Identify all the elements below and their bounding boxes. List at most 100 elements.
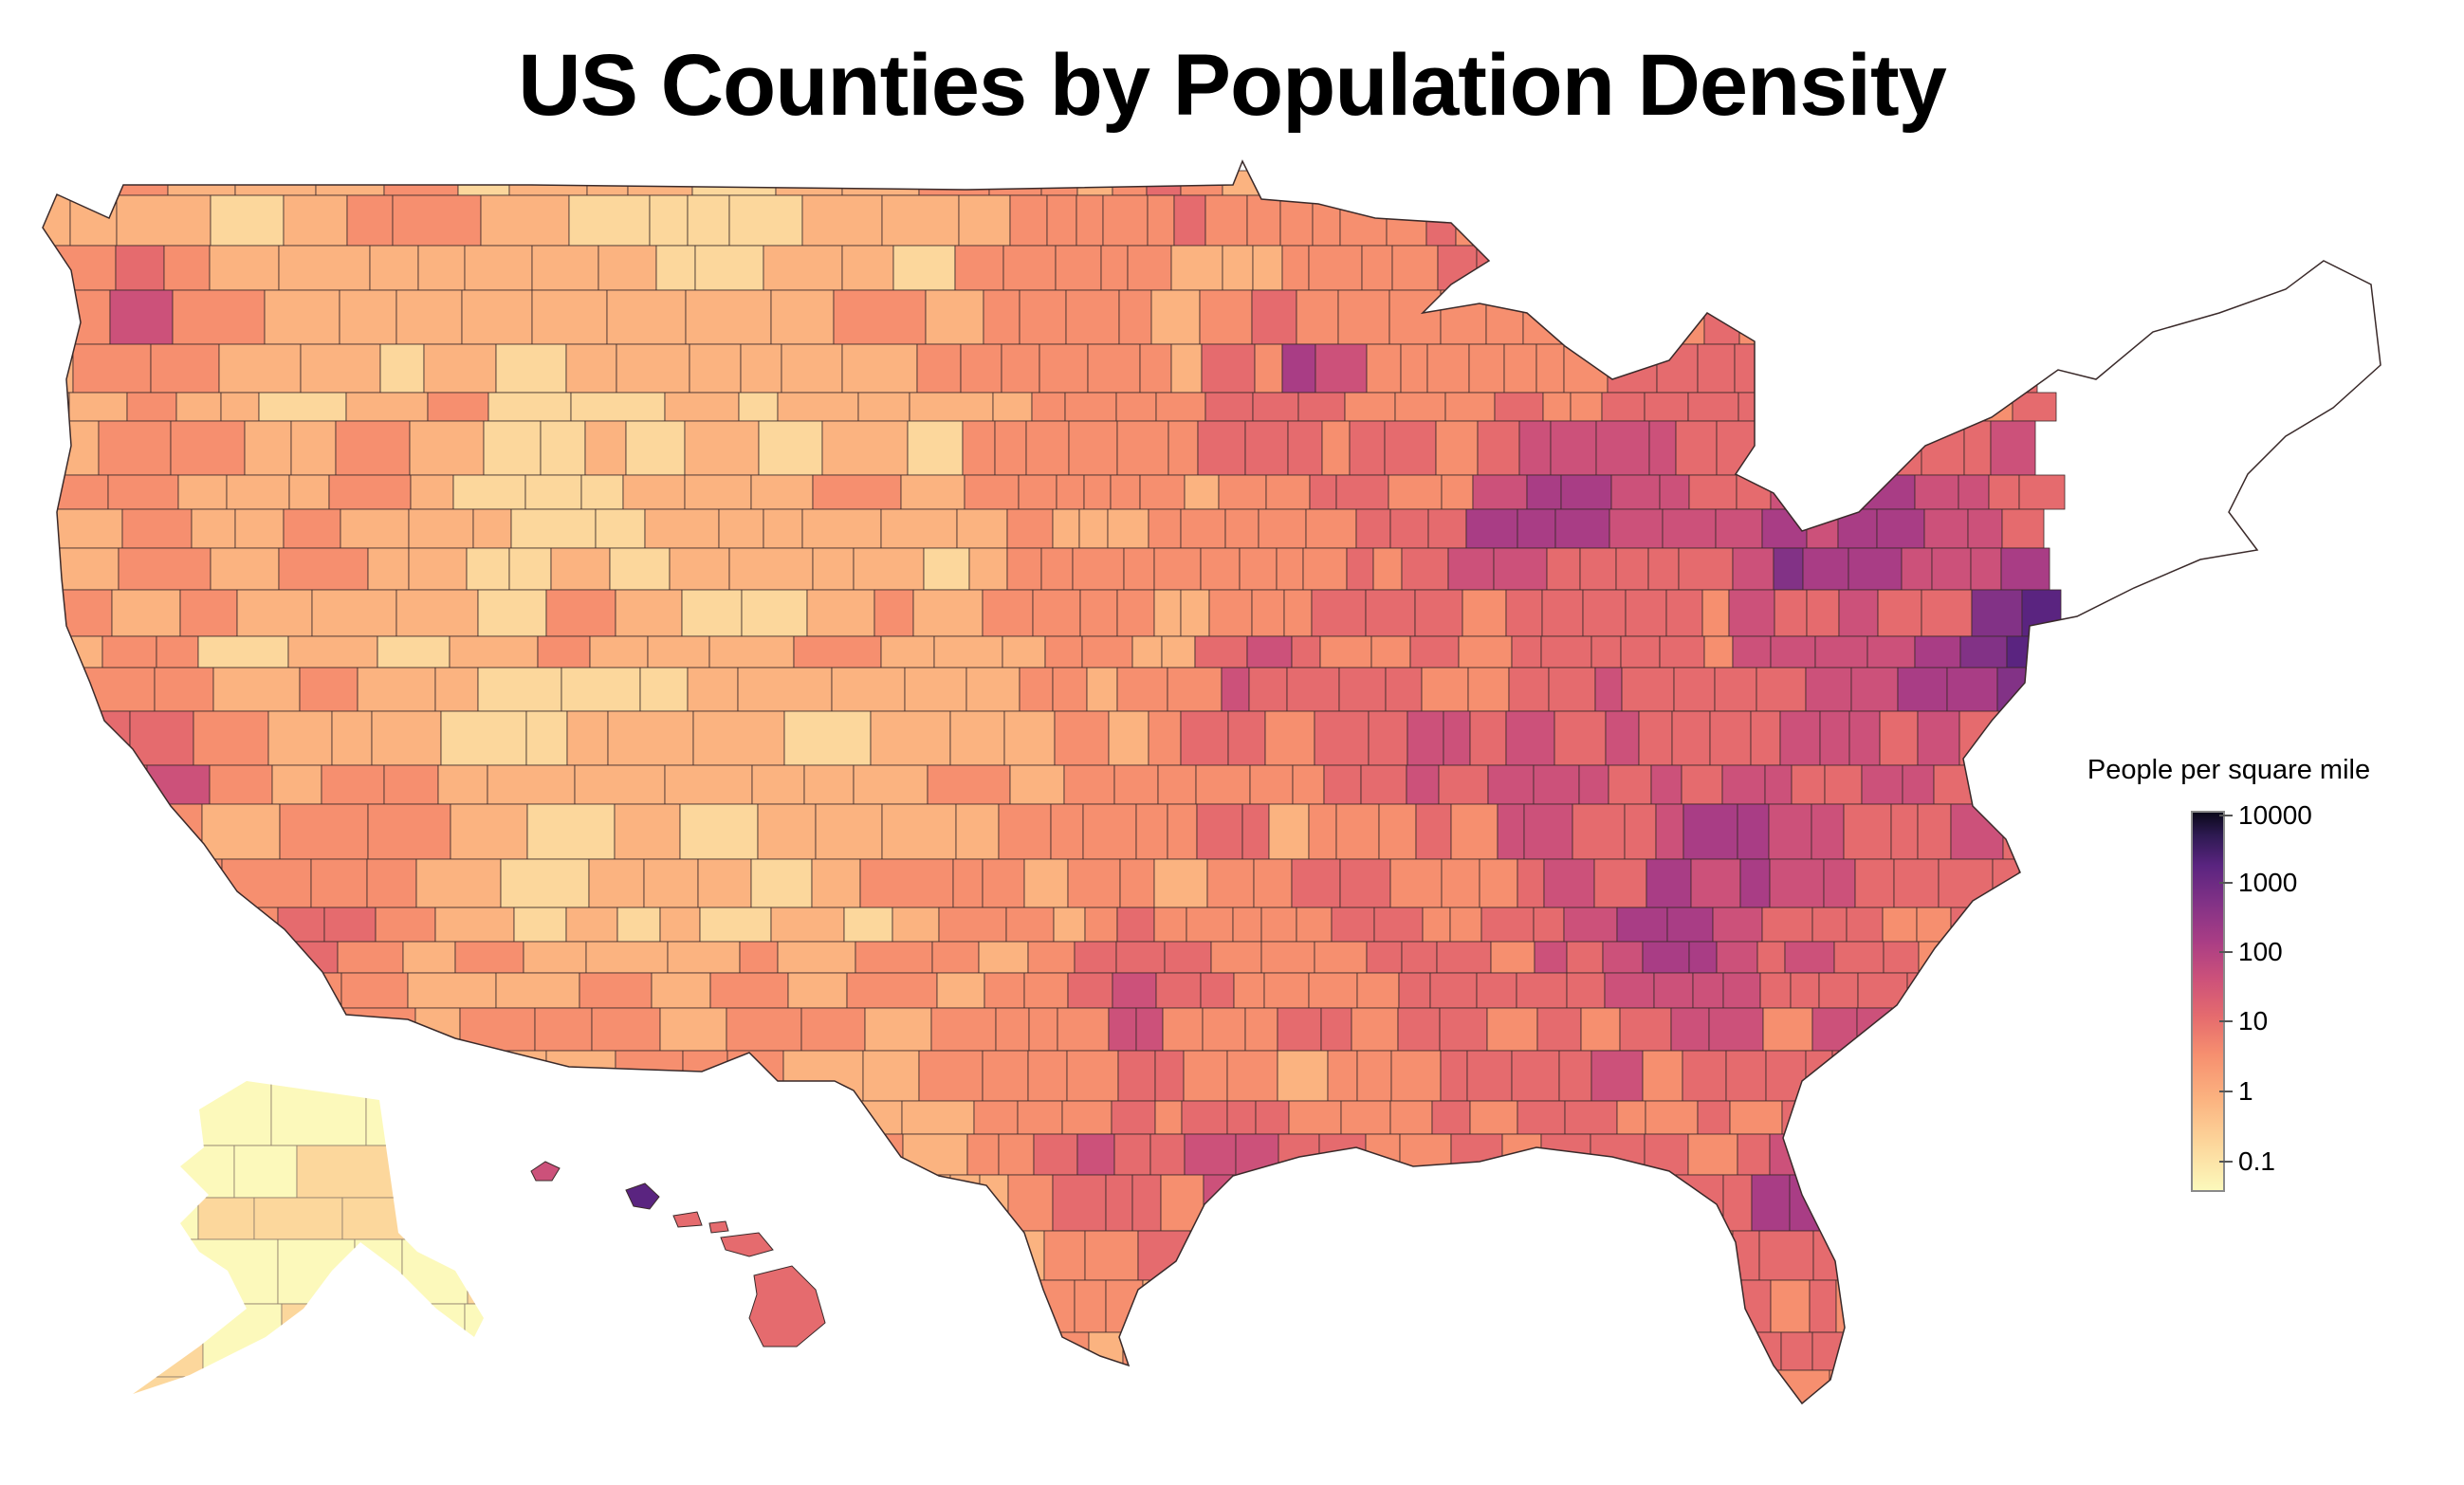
county-cell (1570, 392, 1603, 422)
county-cell (1148, 710, 1182, 766)
county-cell (1601, 392, 1646, 422)
county-cell (1302, 547, 1348, 591)
county-cell (1459, 1279, 1494, 1333)
county-cell (1337, 289, 1390, 345)
county-cell (1153, 1331, 1205, 1371)
county-cell (1938, 858, 1994, 908)
county-cell (1189, 1230, 1231, 1281)
county-cell (267, 710, 333, 766)
county-cell (1426, 343, 1470, 394)
county-cell (1493, 547, 1548, 591)
county-cell (449, 635, 539, 669)
county-cell (1518, 420, 1552, 476)
county-cell (1879, 710, 1919, 766)
county-cell (1365, 589, 1416, 637)
county-cell (1891, 392, 1933, 422)
county-cell (574, 764, 666, 805)
county-cell (633, 1133, 697, 1176)
county-cell (982, 589, 1034, 637)
county-cell (1582, 589, 1627, 637)
county-cell (909, 392, 994, 422)
county-cell (1061, 1100, 1112, 1135)
county-cell (369, 245, 419, 291)
county-cell (918, 1050, 984, 1102)
hawaii-islands (530, 1161, 826, 1348)
county-cell (1287, 420, 1323, 476)
county-cell (1523, 803, 1573, 860)
county-cell (718, 508, 764, 549)
county-cell (1992, 1007, 2032, 1052)
county-cell (402, 941, 456, 974)
county-cell (163, 941, 222, 974)
county-cell (1400, 343, 1428, 394)
county-cell (1811, 1007, 1858, 1052)
county-cell (933, 635, 1003, 669)
county-cell (106, 764, 148, 805)
county-cell (1116, 667, 1168, 712)
county-cell (1647, 547, 1680, 591)
county-cell (1805, 1050, 1833, 1102)
county-cell (728, 194, 803, 247)
county-cell (1458, 635, 1513, 669)
county-cell (1102, 194, 1149, 247)
county-cell (321, 764, 385, 805)
legend-label-10: 10 (2238, 1006, 2269, 1036)
county-cell (1196, 1369, 1230, 1403)
county-cell (1443, 170, 1497, 196)
county-cell (375, 907, 436, 943)
county-cell (434, 907, 515, 943)
county-cell (156, 635, 199, 669)
county-cell (1063, 764, 1115, 805)
county-cell (606, 1331, 646, 1371)
county-cell (28, 1421, 117, 1476)
county-cell (1127, 245, 1172, 291)
county-cell (777, 392, 859, 422)
county-cell (1076, 1133, 1115, 1176)
borough-cell (197, 1197, 255, 1240)
county-cell (1105, 1174, 1133, 1232)
county-cell (540, 420, 586, 476)
county-cell (1116, 907, 1155, 943)
county-cell (982, 1050, 1029, 1102)
county-cell (994, 420, 1027, 476)
county-cell (1180, 170, 1223, 196)
county-cell (609, 547, 671, 591)
county-cell (415, 858, 502, 908)
county-cell (407, 972, 497, 1009)
county-cell (385, 1421, 455, 1476)
county-cell (2000, 547, 2050, 591)
county-cell (1988, 474, 2020, 510)
county-cell (43, 710, 76, 766)
county-cell (1264, 1421, 1303, 1476)
county-cell (1533, 764, 1580, 805)
county-cell (1308, 972, 1358, 1009)
county-cell (853, 764, 929, 805)
county-cell (1153, 858, 1208, 908)
county-cell (1421, 667, 1469, 712)
county-cell (1850, 392, 1893, 422)
county-cell (1505, 589, 1543, 637)
county-cell (1558, 1050, 1592, 1102)
county-cell (1963, 289, 2009, 345)
county-cell (1142, 1279, 1192, 1333)
county-cell (1769, 858, 1825, 908)
county-cell (1883, 941, 1920, 974)
county-cell (1006, 547, 1042, 591)
county-cell (1721, 194, 1774, 247)
county-cell (1546, 1174, 1591, 1232)
county-cell (1595, 420, 1650, 476)
county-cell (1687, 392, 1739, 422)
county-cell (1196, 803, 1243, 860)
county-cell (487, 392, 572, 422)
county-cell (800, 1007, 866, 1052)
county-cell (1251, 589, 1285, 637)
county-cell (1879, 289, 1934, 345)
county-cell (1406, 764, 1440, 805)
county-cell (218, 343, 302, 394)
county-cell (1505, 710, 1555, 766)
county-cell (487, 1279, 546, 1333)
county-cell (900, 474, 965, 510)
county-cell (1401, 547, 1449, 591)
county-cell (1002, 245, 1057, 291)
county-cell (1791, 764, 1826, 805)
